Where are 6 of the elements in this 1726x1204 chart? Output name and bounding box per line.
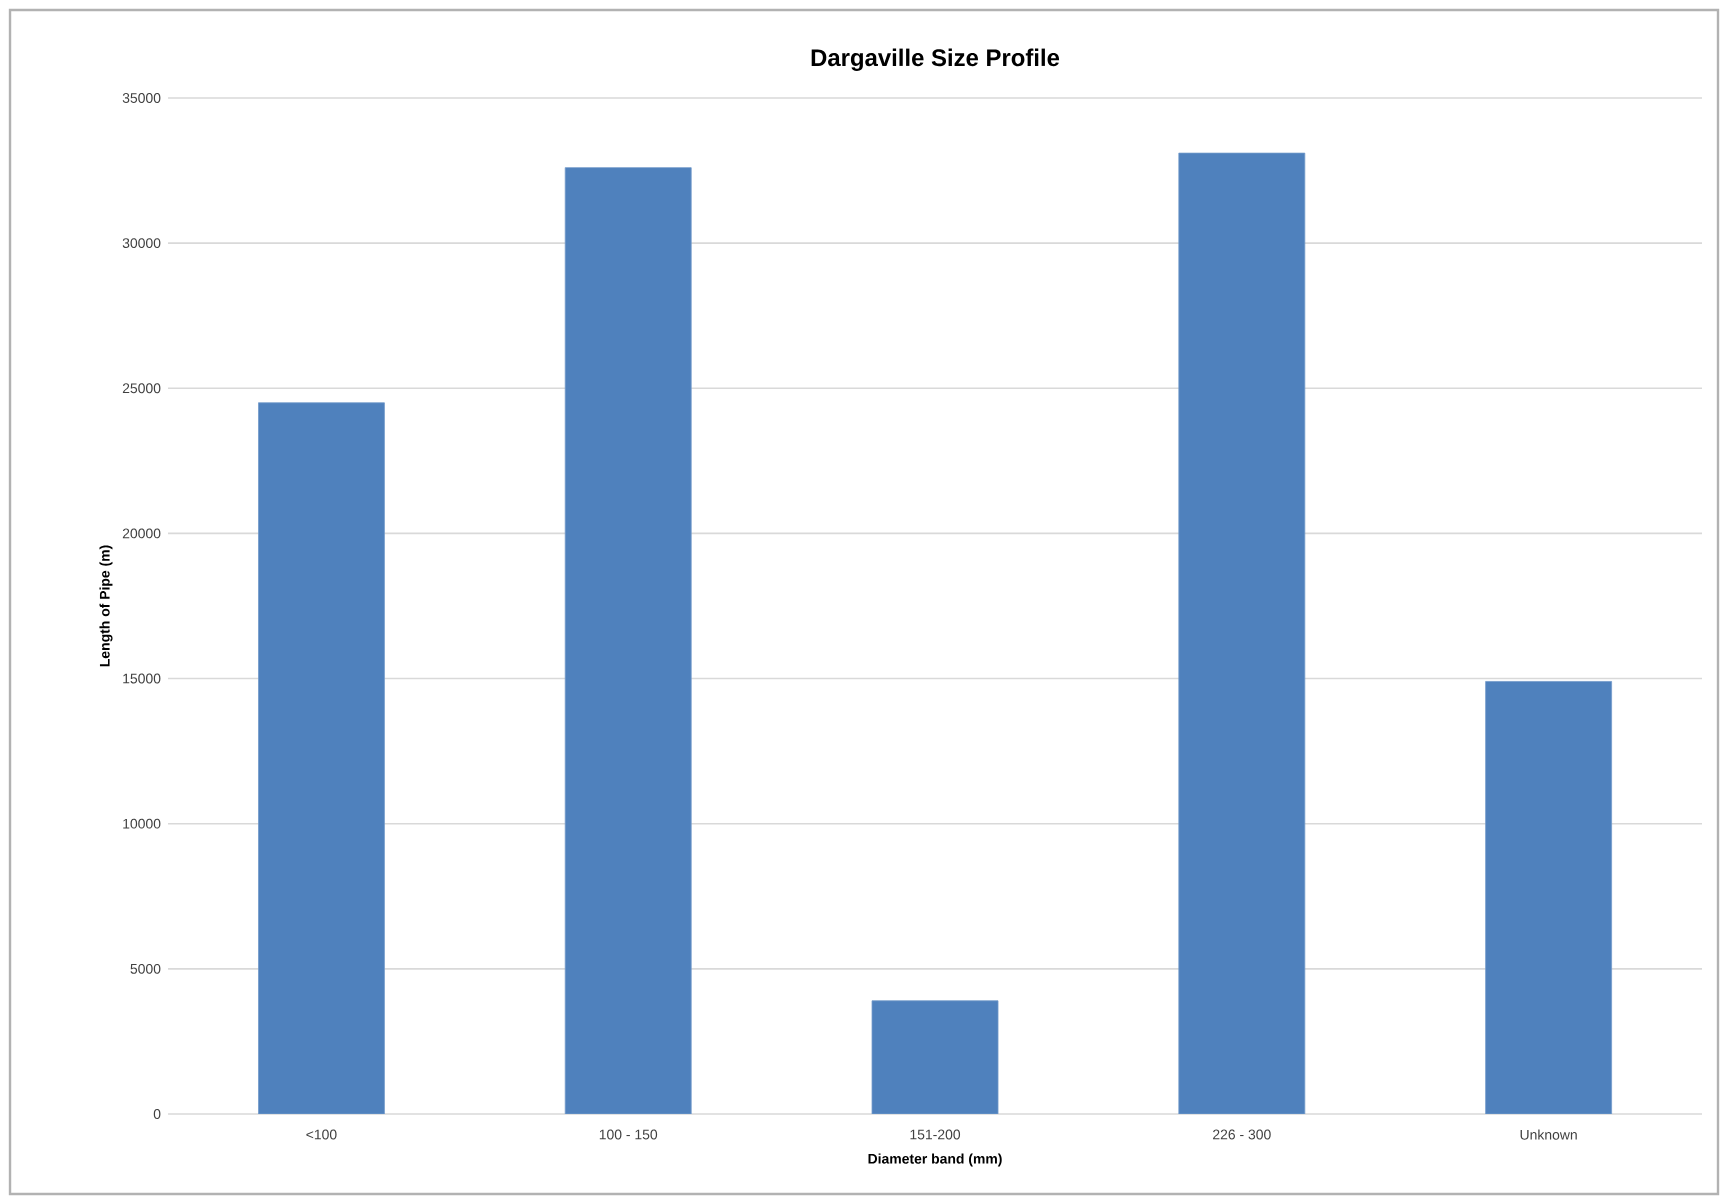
bar bbox=[1485, 681, 1613, 1114]
bar bbox=[564, 167, 692, 1114]
bar bbox=[871, 1000, 999, 1114]
bar bbox=[258, 402, 385, 1114]
bar bbox=[1178, 152, 1306, 1114]
chart-title: Dargaville Size Profile bbox=[811, 48, 1060, 71]
